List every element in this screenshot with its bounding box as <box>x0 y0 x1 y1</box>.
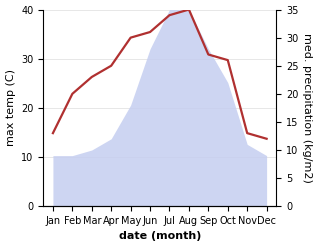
Y-axis label: med. precipitation (kg/m2): med. precipitation (kg/m2) <box>302 33 313 183</box>
X-axis label: date (month): date (month) <box>119 231 201 242</box>
Y-axis label: max temp (C): max temp (C) <box>5 69 16 146</box>
